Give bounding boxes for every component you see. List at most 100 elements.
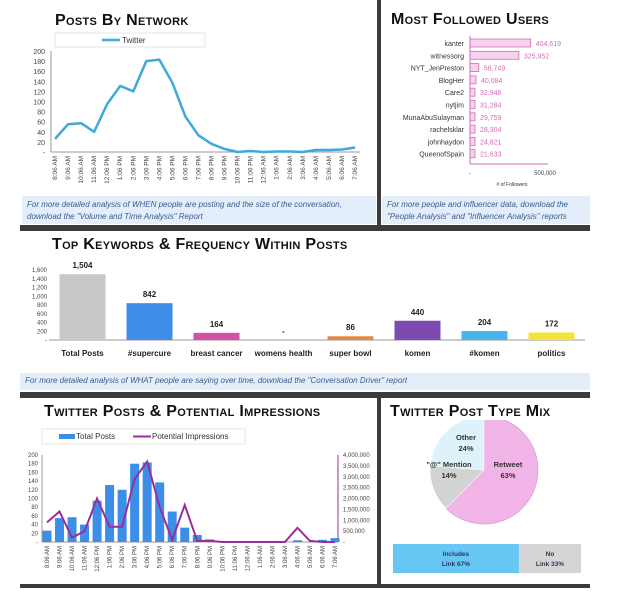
x-tick-label: 11:06 AM [83,546,89,571]
keywords-chart: - 200 400 600 800 1,000 1,200 1,400 1,600 1,504 To… [32,261,585,358]
x-tick-label: 12:06 AM [261,156,268,183]
y-tick-label: 120 [33,89,45,96]
y2-tick-label: 4,000,000 [343,453,370,459]
x-tick-label: 8:06 AM [52,156,59,180]
keywords-title: Top Keywords & Frequency Within Posts [52,236,348,253]
link-split-label: No Link 33% [536,551,564,568]
y2-tick-label: 3,000,000 [343,475,370,481]
keyword-category-label: breast cancer [190,349,242,358]
x-tick-label: 3:06 PM [143,156,150,180]
divider-middle [20,392,590,398]
x-tick-label: - [469,171,471,177]
posts-bar [55,518,65,542]
x-tick-label: 2:06 AM [270,546,276,568]
follower-bar [469,149,476,159]
divider-vertical-top [377,0,381,227]
y-tick-label: 800 [37,303,48,309]
y-tick-label: 60 [31,514,38,520]
link-split-label: Includes Link 67% [442,551,470,568]
posts-bar [167,511,177,542]
x-tick-label: 9:06 AM [58,546,64,568]
x-tick-label: 5:06 AM [308,546,314,568]
x-tick-label: 6:06 PM [182,156,189,180]
includes-link-bar [393,544,519,573]
x-tick-label: 7:06 AM [333,546,339,568]
x-tick-label: 4:06 PM [156,156,163,180]
x-tick-label: 5:06 AM [326,156,333,180]
y-tick-label: 60 [37,120,45,127]
user-label: nytjim [446,103,464,110]
pie-slice-name: Retweet [494,460,523,469]
follower-bar [469,100,476,109]
x-tick-label: 1:06 PM [108,546,114,568]
x-tick-label: 5:06 PM [158,546,164,568]
keyword-value-label: 1,504 [72,261,93,270]
x-tick-label: 1:06 PM [117,156,124,180]
follower-value-label: 58,749 [484,66,506,73]
keyword-bar [59,274,106,340]
keyword-category-label: komen [405,349,431,358]
posts-bar [142,462,152,542]
follower-value-label: 40,084 [481,78,503,85]
follower-value-label: 28,304 [480,127,502,134]
posts-bar [80,524,90,542]
posts-bar [330,538,340,542]
legend-impressions-label: Potential Impressions [152,432,228,441]
follower-bar [469,87,476,97]
x-tick-label: 4:06 PM [145,546,151,568]
x-tick-label: 7:06 AM [352,156,359,180]
y-tick-label: 20 [37,140,45,147]
keyword-bar [461,331,508,340]
x-tick-label: 500,000 [534,171,556,177]
follower-value-label: 404,619 [536,41,561,48]
posts-bar [180,527,190,542]
y-tick-label: 180 [33,59,45,66]
y-tick-label: 160 [28,470,39,476]
y-tick-label: 140 [33,79,45,86]
x-tick-label: 7:06 PM [195,156,202,180]
y-tick-label: 200 [37,329,48,335]
legend-posts-swatch [59,434,75,439]
user-label: kanter [445,41,465,48]
follower-value-label: 325,952 [524,53,549,60]
x-tick-label: 2:06 PM [120,546,126,568]
follower-bar [469,63,480,73]
x-tick-label: 10:06 AM [70,546,76,571]
x-axis-title: # of Followers [496,182,528,188]
legend-box [54,32,206,48]
y-tick-label: 120 [28,488,39,494]
keyword-category-label: #supercure [128,349,172,358]
most-followed-note: For more people and influencer data, dow… [382,196,590,224]
pie-slice-other [429,420,485,471]
keyword-category-label: #komen [469,349,499,358]
x-tick-label: 2:06 AM [287,156,294,180]
posts-bar [155,482,165,542]
legend-posts-label: Total Posts [76,432,115,441]
keyword-value-label: 172 [545,319,559,328]
y-tick-label: 140 [28,479,39,485]
posts-bar [105,485,115,542]
pie-slice-name: Other [456,433,476,442]
posts-bar [317,539,327,542]
y-tick-label: 400 [37,321,48,327]
keyword-bar [528,332,575,340]
keyword-category-label: politics [537,349,566,358]
keyword-bar [327,336,374,340]
y2-tick-label: 1,000,000 [343,518,370,524]
y-tick-label: 100 [33,100,45,107]
pie-label: "@" Mention 14% [426,460,472,480]
y-tick-label: 1,600 [32,268,48,274]
x-tick-label: 12:06 PM [104,156,111,184]
keyword-category-label: Total Posts [61,349,104,358]
x-tick-label: 4:06 AM [313,156,320,180]
keyword-value-label: 842 [143,290,157,299]
keyword-bar [394,320,441,340]
keyword-category-label: womens health [254,349,313,358]
keyword-value-label: 204 [478,318,492,327]
follower-bar [469,112,476,122]
most-followed-title: Most Followed Users [391,11,550,28]
y-tick-label: 80 [37,110,45,117]
follower-bar [469,124,476,134]
x-tick-label: 8:06 PM [195,546,201,568]
user-label: NYT_JenPreston [411,66,464,73]
